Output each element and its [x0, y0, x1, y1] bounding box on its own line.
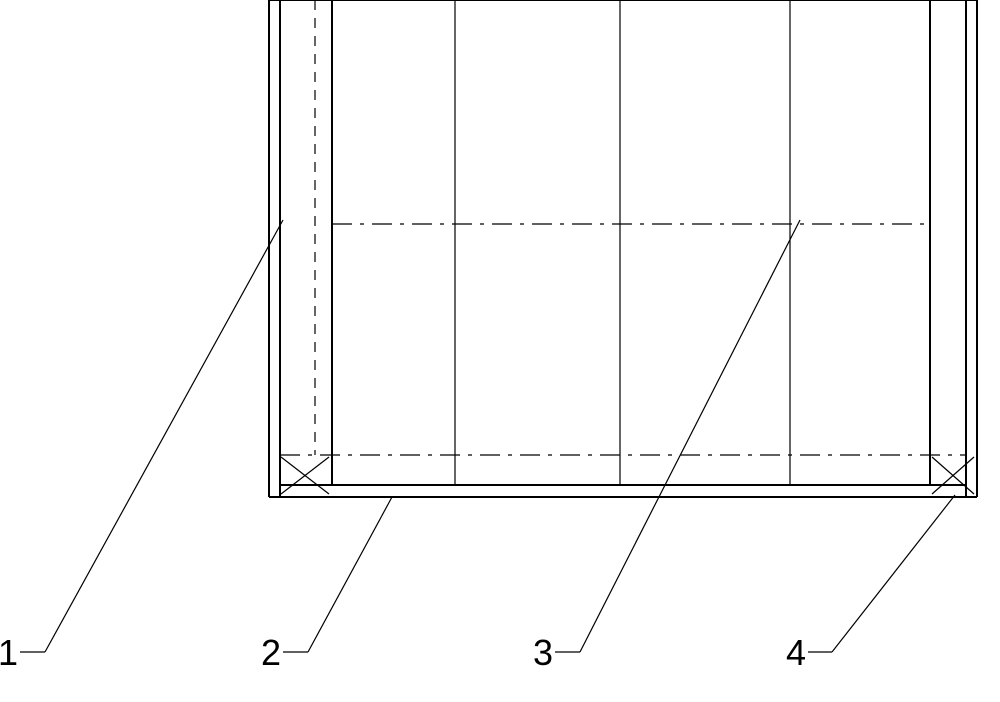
callout-label-4: 4: [786, 632, 806, 673]
callout-label-2: 2: [261, 632, 281, 673]
leader-line-2: [283, 497, 392, 652]
engineering-diagram: 1 2 3 4: [0, 0, 1000, 702]
callout-label-3: 3: [533, 632, 553, 673]
leader-line-1: [20, 220, 283, 652]
leader-line-4: [808, 495, 955, 652]
leader-line-3: [555, 220, 800, 652]
callout-label-1: 1: [0, 632, 18, 673]
